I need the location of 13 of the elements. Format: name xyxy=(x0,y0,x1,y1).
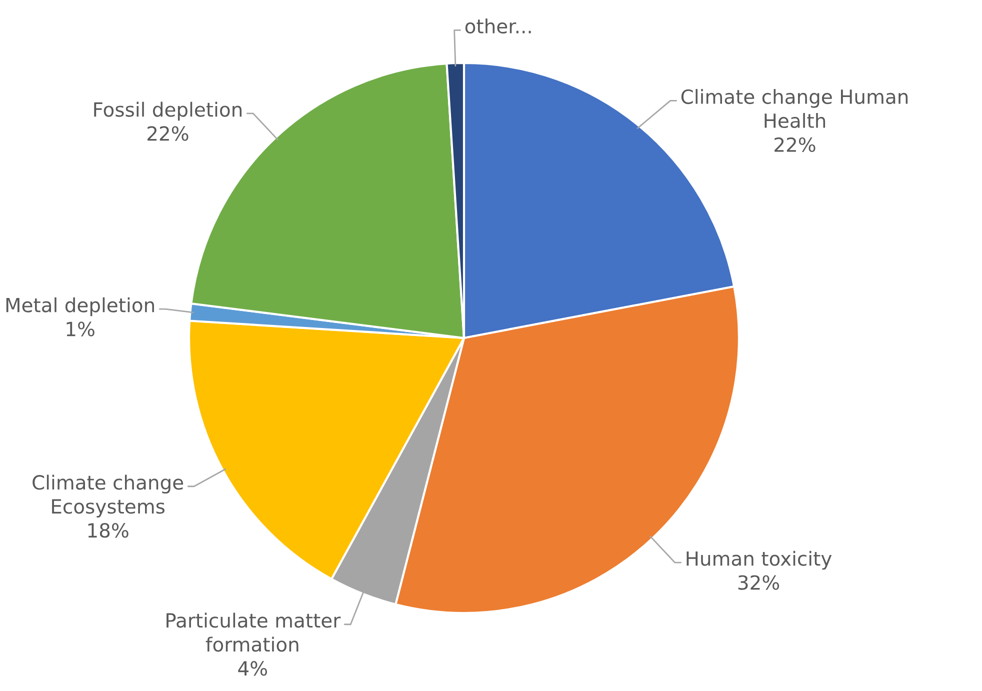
slice-label: other... xyxy=(465,18,531,34)
data-label: 18% xyxy=(88,523,128,538)
data-label: 1% xyxy=(66,322,94,336)
slice-label: Particulate matter formation xyxy=(166,612,341,652)
data-label: 22% xyxy=(774,137,816,152)
slice-label: Fossil depletion xyxy=(94,102,242,121)
slice-label: Metal depletion xyxy=(6,297,154,316)
slice-label: Climate change Ecosystems xyxy=(32,474,184,518)
data-label: 32% xyxy=(738,575,780,590)
data-label: 4% xyxy=(238,661,267,676)
data-label: 22% xyxy=(148,126,188,141)
slice-label: Human toxicity xyxy=(686,550,832,570)
slice-label: Climate change Human Health xyxy=(681,89,908,128)
